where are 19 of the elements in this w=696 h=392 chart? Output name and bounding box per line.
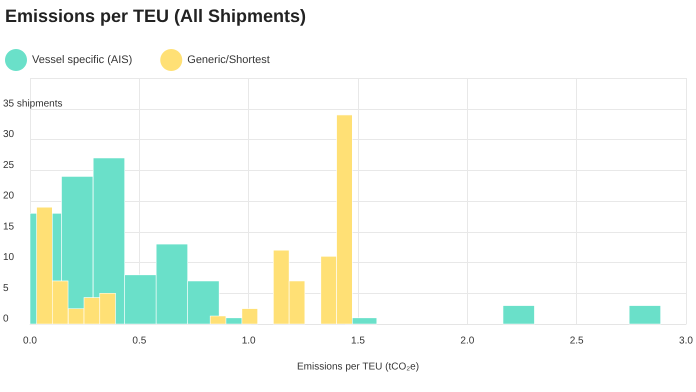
x-tick-label: 1.5: [351, 336, 366, 346]
x-axis-title: Emissions per TEU (tCO₂e): [296, 362, 420, 372]
y-tick-label: 15: [3, 221, 15, 232]
y-tick-label: 30: [3, 129, 15, 140]
y-tick-label: 10: [3, 252, 15, 263]
x-tick-label: 1.0: [242, 336, 256, 346]
y-tick-label: 5: [3, 282, 9, 294]
y-tick-label: 20: [3, 190, 15, 202]
y-tick-label: 0: [3, 314, 9, 324]
legend-label: Vessel specific (AIS): [32, 54, 132, 66]
x-tick-label: 2.0: [460, 336, 475, 346]
legend-label: Generic/Shortest: [187, 54, 270, 66]
y-tick-label: 35 shipments: [3, 98, 62, 110]
x-tick-label: 0.0: [23, 336, 38, 346]
y-tick-label: 25: [3, 160, 15, 171]
x-tick-label: 2.5: [570, 336, 584, 346]
x-tick-label: 3.0: [679, 336, 694, 346]
x-tick-label: 0.5: [132, 336, 147, 346]
chart-title: Emissions per TEU (All Shipments): [5, 6, 306, 26]
